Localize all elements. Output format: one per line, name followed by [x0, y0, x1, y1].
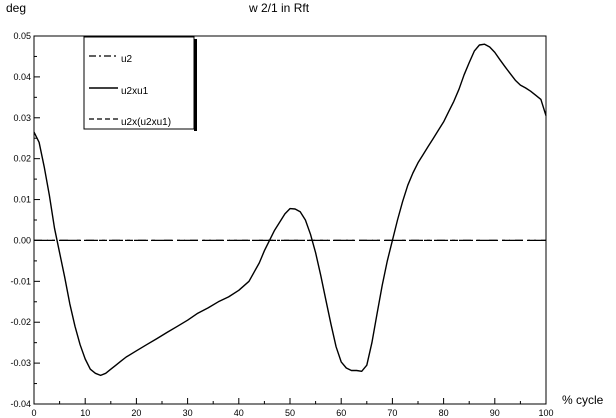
- y-tick-label: 0.04: [13, 72, 31, 82]
- y-tick-label: -0.01: [10, 276, 31, 286]
- legend: u2 u2xu1 u2x(u2xu1): [83, 36, 197, 131]
- x-tick-label: 50: [285, 408, 295, 418]
- legend-shadow: [194, 39, 197, 131]
- legend-box: [83, 36, 195, 130]
- y-tick-label: 0.00: [13, 235, 31, 245]
- x-tick-label: 80: [439, 408, 449, 418]
- y-axis-label: deg: [6, 1, 26, 15]
- chart-title: w 2/1 in Rft: [248, 1, 310, 15]
- x-tick-label: 0: [31, 408, 36, 418]
- x-tick-label: 40: [234, 408, 244, 418]
- y-axis: -0.04 -0.03 -0.02 -0.01 0.00 0.01 0.02 0.03 0.04…: [10, 31, 40, 409]
- x-axis-label: % cycle: [562, 393, 604, 407]
- legend-label-u2: u2: [121, 54, 133, 65]
- y-tick-label: 0.03: [13, 113, 31, 123]
- x-tick-label: 100: [538, 408, 553, 418]
- y-tick-label: -0.02: [10, 317, 31, 327]
- x-tick-label: 10: [80, 408, 90, 418]
- y-tick-label: 0.01: [13, 195, 31, 205]
- x-tick-label: 70: [387, 408, 397, 418]
- x-tick-label: 20: [131, 408, 141, 418]
- x-tick-label: 30: [183, 408, 193, 418]
- x-axis: 0 10 20 30 40 50 60 70 80 90 100: [31, 398, 554, 418]
- y-tick-label: 0.05: [13, 31, 31, 41]
- x-tick-label: 60: [336, 408, 346, 418]
- x-tick-label: 90: [490, 408, 500, 418]
- legend-label-u2xu1: u2xu1: [121, 86, 149, 97]
- series-group: [33, 43, 547, 377]
- y-tick-label: -0.04: [10, 399, 31, 409]
- y-tick-label: -0.03: [10, 358, 31, 368]
- legend-label-u2x-u2xu1: u2x(u2xu1): [121, 117, 171, 128]
- y-tick-label: 0.02: [13, 154, 31, 164]
- series-line-u2xu1: [33, 43, 547, 377]
